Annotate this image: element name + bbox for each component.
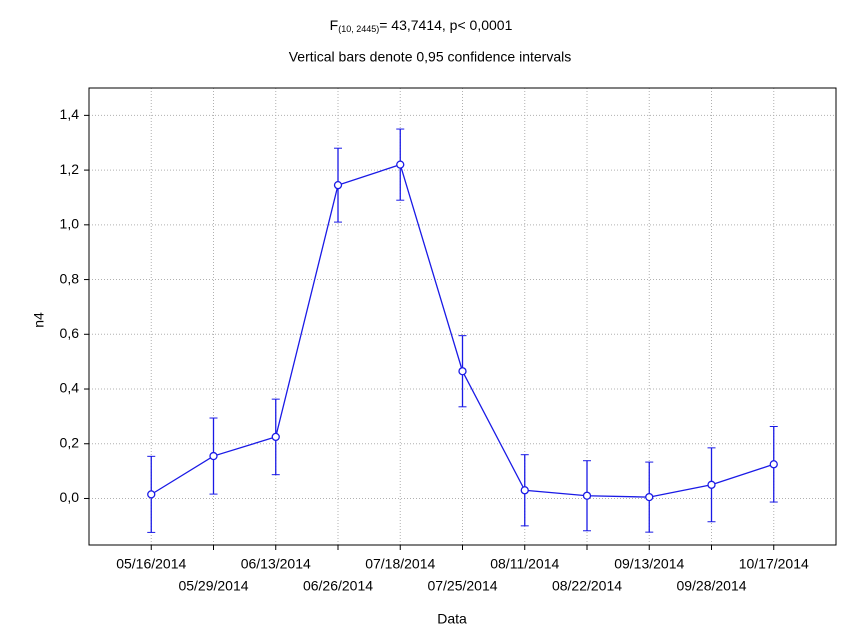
- x-tick-label: 05/29/2014: [178, 578, 248, 594]
- point: [458, 367, 467, 376]
- point: [396, 160, 405, 169]
- y-tick-label: 0,0: [60, 489, 80, 505]
- y-tick-label: 0,6: [60, 325, 80, 341]
- x-tick-label: 07/25/2014: [427, 578, 497, 594]
- y-tick-label: 1,4: [60, 106, 80, 122]
- point: [147, 490, 156, 499]
- x-tick-label: 05/16/2014: [116, 556, 186, 572]
- y-tick-label: 0,4: [60, 380, 80, 396]
- point: [333, 180, 343, 190]
- x-tick-label: 06/13/2014: [241, 556, 311, 572]
- plot-frame: [88, 87, 837, 546]
- point: [707, 480, 716, 489]
- title-main: F: [330, 17, 339, 33]
- y-tick-label: 0,8: [60, 270, 80, 286]
- x-tick-label: 08/11/2014: [490, 556, 559, 572]
- point: [769, 460, 778, 469]
- title-rest: = 43,7414, p< 0,0001: [379, 17, 512, 33]
- x-tick-label: 07/18/2014: [365, 556, 435, 572]
- chart-title: F(10, 2445)= 43,7414, p< 0,0001: [330, 17, 513, 35]
- y-tick-label: 1,0: [60, 216, 80, 232]
- x-tick-label: 09/28/2014: [676, 578, 746, 594]
- x-tick-label: 10/17/2014: [739, 556, 809, 572]
- point: [209, 451, 218, 461]
- point: [645, 492, 654, 502]
- x-axis-label: Data: [437, 611, 467, 627]
- point: [582, 491, 592, 500]
- title-sub: (10, 2445): [338, 24, 379, 34]
- point: [520, 486, 529, 495]
- y-axis-label: n4: [31, 312, 47, 328]
- chart-subtitle: Vertical bars denote 0,95 confidence int…: [289, 49, 572, 65]
- x-tick-label: 09/13/2014: [614, 556, 684, 572]
- y-tick-label: 0,2: [60, 434, 80, 450]
- x-tick-label: 06/26/2014: [303, 578, 373, 594]
- x-tick-label: 08/22/2014: [552, 578, 622, 594]
- point: [271, 432, 280, 442]
- y-tick-label: 1,2: [60, 161, 80, 177]
